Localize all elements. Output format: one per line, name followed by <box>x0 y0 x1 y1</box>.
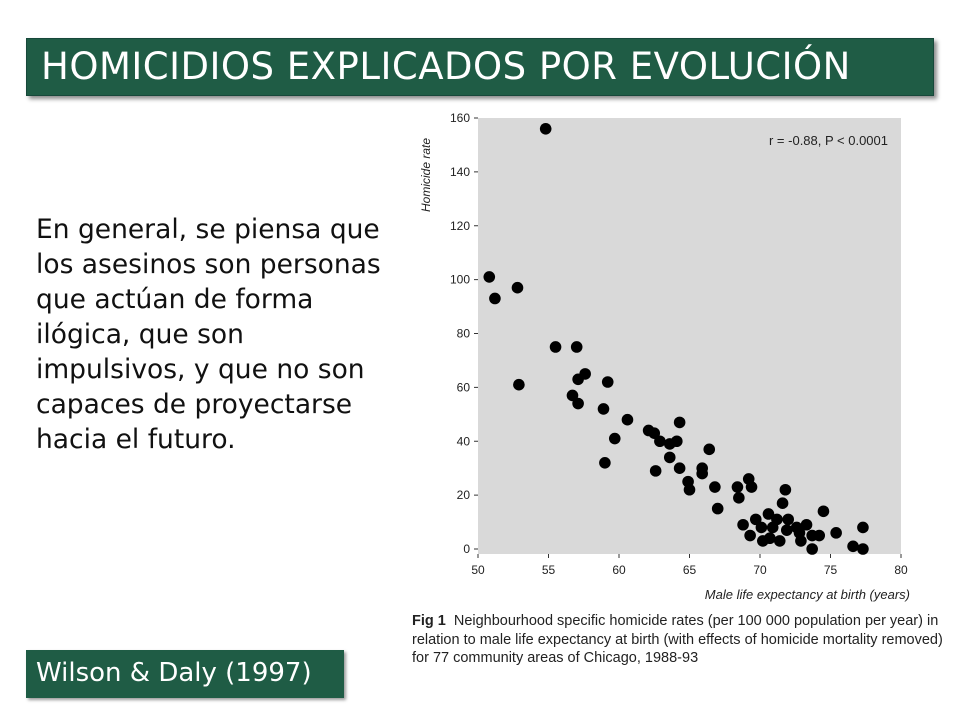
figure-caption: Fig 1 Neighbourhood specific homicide rat… <box>412 612 952 668</box>
data-point <box>579 368 591 380</box>
data-point <box>733 492 745 504</box>
y-tick-label: 0 <box>463 542 470 556</box>
homicide-scatter-chart: 0 20 40 60 80 100 120 140 160 50 55 60 65 70 75 80 Hom… <box>419 111 910 602</box>
y-axis-ticks: 0 20 40 60 80 100 120 140 160 <box>450 111 478 556</box>
x-tick-label: 65 <box>683 563 697 577</box>
data-point <box>549 341 562 353</box>
figure-label: Fig 1 <box>412 613 446 629</box>
data-point <box>649 465 662 477</box>
data-point <box>673 416 686 429</box>
data-point <box>648 427 661 439</box>
data-point <box>847 540 859 553</box>
data-point <box>771 513 783 526</box>
citation-badge: Wilson & Daly (1997) <box>26 650 344 698</box>
data-point <box>539 122 552 135</box>
data-point <box>570 341 583 353</box>
data-point <box>813 529 826 542</box>
y-tick-label: 20 <box>457 488 471 502</box>
data-point <box>782 513 794 526</box>
x-tick-label: 80 <box>894 563 908 577</box>
data-point <box>621 413 634 426</box>
data-point <box>779 483 792 496</box>
data-point <box>817 505 830 518</box>
y-tick-label: 120 <box>450 219 470 233</box>
y-tick-label: 40 <box>457 434 471 448</box>
slide-title-banner: HOMICIDIOS EXPLICADOS POR EVOLUCIÓN <box>26 38 934 96</box>
data-point <box>806 543 818 555</box>
data-point <box>654 435 666 448</box>
x-tick-label: 55 <box>542 563 556 577</box>
data-point <box>764 532 776 545</box>
data-point <box>776 497 789 510</box>
data-point <box>663 451 676 464</box>
data-point <box>773 535 786 547</box>
data-point <box>800 518 813 531</box>
data-point <box>608 432 621 445</box>
data-point <box>744 529 756 542</box>
x-axis-ticks: 50 55 60 65 70 75 80 <box>471 554 908 577</box>
data-point <box>696 467 708 480</box>
data-point <box>749 513 762 526</box>
data-point <box>857 543 869 555</box>
x-tick-label: 50 <box>471 563 485 577</box>
y-tick-label: 160 <box>450 111 470 125</box>
x-tick-label: 75 <box>824 563 838 577</box>
data-point <box>780 524 793 536</box>
x-tick-label: 60 <box>612 563 626 577</box>
data-point <box>483 271 496 283</box>
data-point <box>703 443 716 456</box>
data-point <box>795 535 807 547</box>
data-point <box>601 376 614 388</box>
correlation-annotation: r = -0.88, P < 0.0001 <box>769 133 888 148</box>
data-point <box>673 462 686 474</box>
x-tick-label: 70 <box>753 563 767 577</box>
data-point <box>599 457 611 469</box>
data-point <box>489 292 501 305</box>
data-point <box>511 281 524 294</box>
data-point <box>857 521 869 534</box>
data-point <box>830 527 842 539</box>
data-point <box>566 389 579 402</box>
y-tick-label: 60 <box>457 380 471 394</box>
data-point <box>671 435 683 448</box>
data-point <box>745 481 758 493</box>
data-point <box>762 508 775 520</box>
y-tick-label: 80 <box>457 327 471 341</box>
data-point <box>683 483 696 496</box>
x-axis-label: Male life expectancy at birth (years) <box>705 587 910 602</box>
data-point <box>737 518 749 531</box>
y-tick-label: 100 <box>450 273 470 287</box>
citation-text: Wilson & Daly (1997) <box>36 658 312 688</box>
data-point <box>709 481 721 493</box>
data-point <box>597 403 610 415</box>
slide-title: HOMICIDIOS EXPLICADOS POR EVOLUCIÓN <box>41 45 851 88</box>
data-point <box>755 521 768 534</box>
data-point <box>572 397 584 410</box>
body-paragraph: En general, se piensa que los asesinos s… <box>36 214 381 455</box>
data-points <box>483 122 869 555</box>
data-point <box>731 481 744 493</box>
figure-caption-text: Neighbourhood specific homicide rates (p… <box>412 613 943 666</box>
data-point <box>711 502 724 515</box>
data-point <box>513 378 525 391</box>
y-axis-label: Homicide rate <box>419 138 433 212</box>
y-tick-label: 140 <box>450 165 470 179</box>
